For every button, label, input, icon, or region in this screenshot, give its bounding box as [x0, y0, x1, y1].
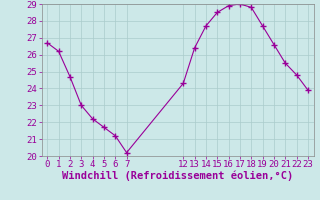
X-axis label: Windchill (Refroidissement éolien,°C): Windchill (Refroidissement éolien,°C)	[62, 171, 293, 181]
